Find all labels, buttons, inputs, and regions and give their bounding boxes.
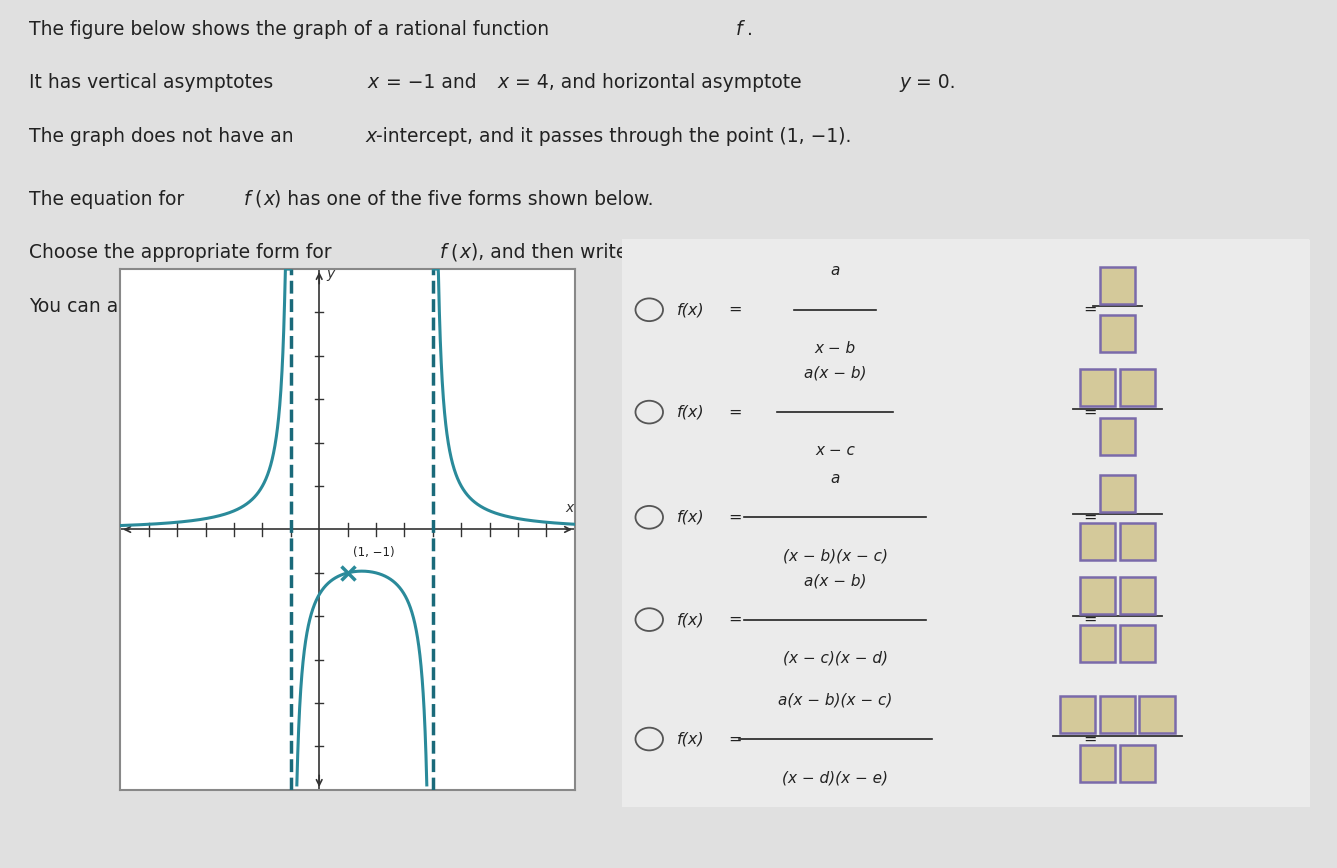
- Text: =: =: [729, 732, 742, 746]
- Text: f: f: [287, 297, 294, 316]
- Text: f: f: [243, 190, 250, 209]
- Text: x: x: [460, 243, 471, 262]
- Text: x: x: [566, 501, 574, 515]
- Text: y: y: [326, 266, 334, 280]
- Text: a: a: [830, 471, 840, 486]
- Text: y: y: [900, 73, 910, 92]
- Text: It has vertical asymptotes: It has vertical asymptotes: [29, 73, 279, 92]
- Text: The figure below shows the graph of a rational function: The figure below shows the graph of a ra…: [29, 20, 556, 39]
- Text: f: f: [440, 243, 447, 262]
- Bar: [1060, 696, 1095, 733]
- Text: =: =: [1083, 732, 1096, 746]
- Bar: [1099, 315, 1135, 352]
- Text: Choose the appropriate form for: Choose the appropriate form for: [29, 243, 338, 262]
- Text: (x − b)(x − c): (x − b)(x − c): [782, 549, 888, 563]
- Text: (: (: [451, 243, 459, 262]
- Text: f(x): f(x): [677, 510, 705, 525]
- Bar: [1119, 625, 1155, 662]
- Bar: [1079, 745, 1115, 782]
- Bar: [1079, 370, 1115, 406]
- Text: x: x: [497, 73, 508, 92]
- Text: (x − c)(x − d): (x − c)(x − d): [782, 651, 888, 666]
- Text: f(x): f(x): [677, 404, 705, 419]
- Text: x − b: x − b: [814, 341, 856, 356]
- Text: The equation for: The equation for: [29, 190, 191, 209]
- Bar: [1119, 370, 1155, 406]
- Text: f(x): f(x): [677, 612, 705, 627]
- Text: ) has one of the five forms shown below.: ) has one of the five forms shown below.: [274, 190, 654, 209]
- Bar: [1079, 523, 1115, 560]
- Bar: [1079, 577, 1115, 614]
- Bar: [1099, 267, 1135, 304]
- Text: f(x): f(x): [677, 302, 705, 318]
- Bar: [1099, 475, 1135, 511]
- Text: a(x − b)(x − c): a(x − b)(x − c): [778, 693, 892, 707]
- Text: ), and then write the equation.: ), and then write the equation.: [471, 243, 758, 262]
- Bar: [1079, 625, 1115, 662]
- Text: =: =: [1083, 612, 1096, 627]
- Text: (x − d)(x − e): (x − d)(x − e): [782, 770, 888, 786]
- Text: x: x: [365, 127, 376, 146]
- Bar: [1099, 418, 1135, 455]
- Text: ) is in simplest form.: ) is in simplest form.: [318, 297, 511, 316]
- Text: a(x − b): a(x − b): [804, 574, 866, 589]
- Text: f: f: [735, 20, 742, 39]
- Text: f(x): f(x): [677, 732, 705, 746]
- Text: =: =: [729, 612, 742, 627]
- Text: You can assume that: You can assume that: [29, 297, 230, 316]
- Text: (: (: [254, 190, 262, 209]
- Bar: [1119, 745, 1155, 782]
- Text: =: =: [729, 510, 742, 525]
- Text: x − c: x − c: [816, 444, 856, 458]
- Text: =: =: [1083, 302, 1096, 318]
- Text: .: .: [747, 20, 753, 39]
- Text: a(x − b): a(x − b): [804, 365, 866, 381]
- Bar: [1099, 696, 1135, 733]
- Text: x: x: [368, 73, 378, 92]
- Text: =: =: [729, 404, 742, 419]
- Text: a: a: [830, 264, 840, 279]
- Text: -intercept, and it passes through the point (1, −1).: -intercept, and it passes through the po…: [376, 127, 852, 146]
- Text: = −1 and: = −1 and: [380, 73, 483, 92]
- Bar: [1119, 577, 1155, 614]
- FancyBboxPatch shape: [618, 237, 1313, 810]
- Text: x: x: [308, 297, 318, 316]
- Text: The graph does not have an: The graph does not have an: [29, 127, 299, 146]
- Text: x: x: [263, 190, 274, 209]
- Text: =: =: [1083, 404, 1096, 419]
- Text: (: (: [298, 297, 306, 316]
- Bar: [1119, 523, 1155, 560]
- Text: = 4, and horizontal asymptote: = 4, and horizontal asymptote: [509, 73, 808, 92]
- Text: =: =: [729, 302, 742, 318]
- Text: (1, −1): (1, −1): [353, 545, 394, 558]
- Bar: [1139, 696, 1175, 733]
- Text: =: =: [1083, 510, 1096, 525]
- Text: = 0.: = 0.: [910, 73, 956, 92]
